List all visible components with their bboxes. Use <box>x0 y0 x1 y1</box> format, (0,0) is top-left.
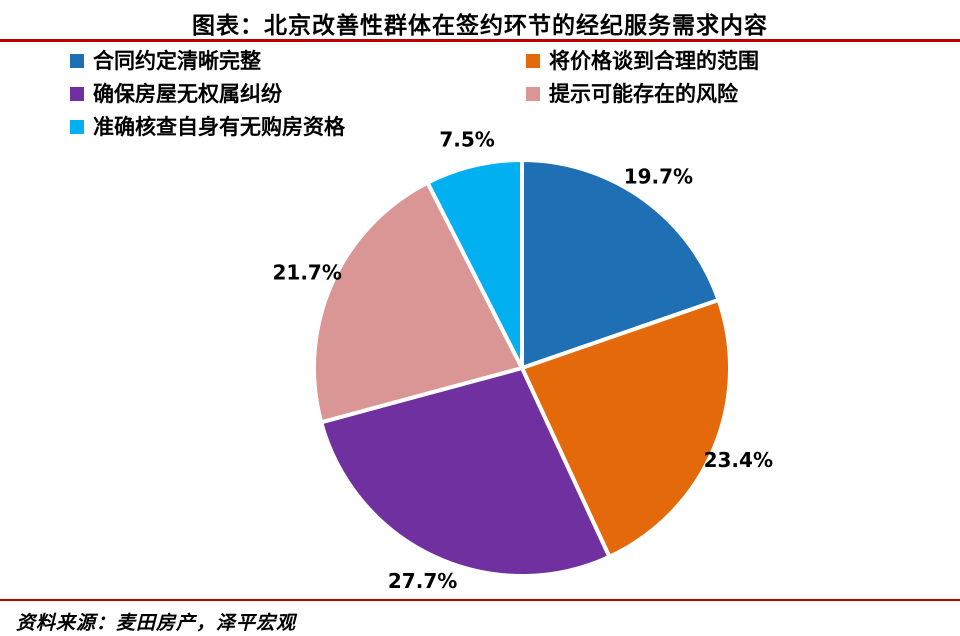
legend-item: 准确核查自身有无购房资格 <box>70 114 526 140</box>
legend-swatch-icon <box>526 54 540 68</box>
source-note: 资料来源：麦田房产，泽平宏观 <box>16 612 297 634</box>
slice-value-label-0: 19.7% <box>624 165 693 189</box>
title-divider <box>0 39 960 42</box>
chart-legend: 合同约定清晰完整 将价格谈到合理的范围 确保房屋无权属纠纷 提示可能存在的风险 … <box>70 48 759 140</box>
legend-label: 将价格谈到合理的范围 <box>549 49 759 73</box>
legend-item: 合同约定清晰完整 <box>70 48 526 74</box>
pie-slice-1 <box>520 298 732 559</box>
slice-value-label-2: 27.7% <box>388 569 457 593</box>
legend-label: 确保房屋无权属纠纷 <box>93 82 282 106</box>
legend-item: 提示可能存在的风险 <box>526 81 759 107</box>
legend-label: 准确核查自身有无购房资格 <box>93 115 345 139</box>
legend-swatch-icon <box>70 87 84 101</box>
slice-value-label-4: 7.5% <box>439 128 494 152</box>
legend-swatch-icon <box>526 87 540 101</box>
pie-slice-2 <box>319 366 612 578</box>
legend-label: 提示可能存在的风险 <box>549 82 738 106</box>
footer-divider <box>0 599 960 601</box>
legend-swatch-icon <box>70 120 84 134</box>
chart-title: 图表：北京改善性群体在签约环节的经纪服务需求内容 <box>192 13 768 39</box>
pie-slice-4 <box>425 158 524 370</box>
legend-item: 确保房屋无权属纠纷 <box>70 81 526 107</box>
legend-item: 将价格谈到合理的范围 <box>526 48 759 74</box>
slice-value-label-1: 23.4% <box>704 448 773 472</box>
pie-slice-3 <box>312 180 524 425</box>
legend-swatch-icon <box>70 54 84 68</box>
legend-label: 合同约定清晰完整 <box>93 49 261 73</box>
slice-value-label-3: 21.7% <box>273 261 342 285</box>
